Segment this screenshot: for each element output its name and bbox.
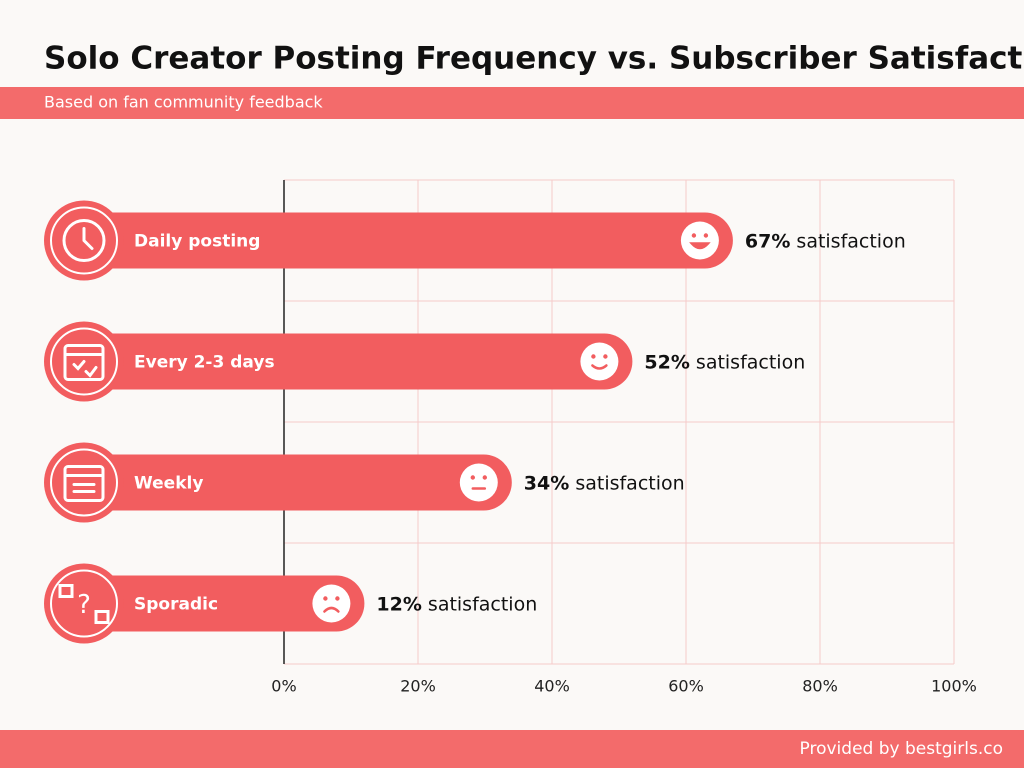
x-tick-label: 80% [802,677,838,696]
icon-part [63,344,105,381]
icon-part [58,584,74,598]
x-tick-label: 60% [668,677,704,696]
chart-title: Solo Creator Posting Frequency vs. Subsc… [44,41,1024,77]
face [680,221,719,260]
category-icon: ? [58,584,110,624]
category-icon-ring [50,327,118,396]
face-eye [482,475,487,480]
value-label: 12% satisfaction [376,593,537,615]
category-icon [63,344,105,381]
face-eye [603,354,608,359]
bar [45,212,733,269]
category-label: Weekly [134,474,203,494]
category-icon-ring [50,569,118,638]
x-tick-label: 20% [400,677,436,696]
category-icon [63,465,105,502]
bar [45,575,365,632]
bar [45,454,512,511]
icon-part [63,465,105,502]
face [459,463,498,502]
face [580,342,619,381]
icon-part [72,483,96,493]
face-eye [591,354,596,359]
face-mouth [591,364,608,370]
value-label: 34% satisfaction [524,472,685,494]
icon-part [72,360,98,378]
face-mouth [323,606,340,613]
x-tick-label: 0% [271,677,296,696]
subtitle-band [0,87,1024,119]
footer-band [0,730,1024,768]
face-eye [323,596,328,601]
category-label: Sporadic [134,595,218,615]
icon-part [62,219,106,262]
category-label: Daily posting [134,232,260,252]
face [312,584,351,623]
x-tick-label: 100% [931,677,977,696]
icon-part [82,227,94,250]
face-eye [335,596,340,601]
category-icon [62,219,106,262]
value-label: 52% satisfaction [644,351,805,373]
bar [45,333,633,390]
icon-part: ? [77,590,91,620]
x-tick-label: 40% [534,677,570,696]
face-mouth [689,242,711,250]
category-icon-ring [50,448,118,517]
face-eye [703,233,709,238]
footer-text: Provided by bestgirls.co [800,739,1003,759]
chart-subtitle: Based on fan community feedback [44,93,323,112]
icon-part [94,610,110,624]
face-eye [691,233,697,238]
category-label: Every 2-3 days [134,353,275,373]
value-label: 67% satisfaction [745,230,906,252]
category-icon-bg [44,442,124,523]
face-eye [470,475,475,480]
category-icon-ring [50,206,118,275]
